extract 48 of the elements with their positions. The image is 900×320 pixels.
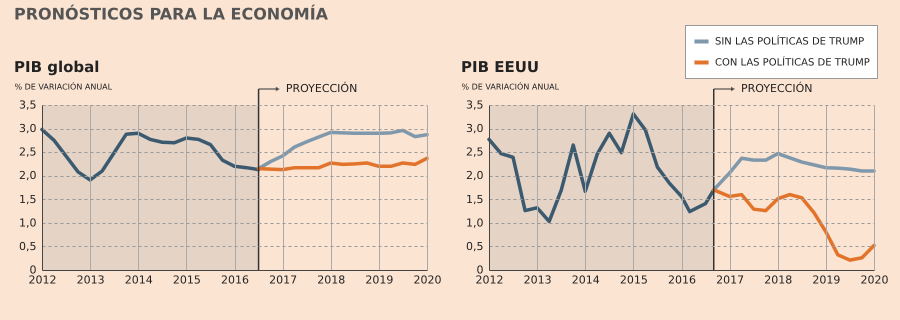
x-tick-label: 2017 <box>269 274 298 286</box>
y-tick-label: 3,0 <box>466 122 484 136</box>
line-series <box>40 128 260 182</box>
x-tick-label: 2017 <box>716 274 744 286</box>
y-tick-label: 0,5 <box>19 240 36 253</box>
y-tick-label: 3,5 <box>466 98 484 112</box>
y-tick-label: 1,0 <box>466 216 484 230</box>
x-tick-label: 2018 <box>764 274 792 286</box>
chart-title: PIB global <box>14 58 100 76</box>
y-tick-label: 2,5 <box>19 146 36 159</box>
x-tick-label: 2020 <box>860 274 888 286</box>
line-series <box>256 156 429 172</box>
y-tick-label: 2,0 <box>466 169 484 182</box>
y-tick-label: 1,5 <box>19 192 36 206</box>
y-tick-label: 2,0 <box>19 169 36 182</box>
y-tick-label: 3,0 <box>19 122 36 136</box>
y-tick-label: 2,5 <box>466 146 484 159</box>
x-tick-label: 2014 <box>572 274 600 286</box>
y-tick-label: 3,5 <box>19 98 36 112</box>
ref-line-label: PROYECCIÓN <box>740 81 812 95</box>
x-tick-label: 2019 <box>812 274 840 286</box>
y-axis-title: % DE VARIACIÓN ANUAL <box>462 82 560 92</box>
x-tick-label: 2013 <box>524 274 552 286</box>
y-tick-label: 1,0 <box>19 216 36 230</box>
text: PRONÓSTICOS PARA LA ECONOMÍA <box>14 4 329 24</box>
x-tick-label: 2014 <box>124 274 153 286</box>
y-axis-title: % DE VARIACIÓN ANUAL <box>14 82 113 92</box>
line-series <box>487 112 716 224</box>
ref-line-label: PROYECCIÓN <box>286 81 358 95</box>
x-tick-label: 2016 <box>221 274 249 286</box>
x-tick-label: 2016 <box>668 274 696 286</box>
y-tick-label: 1,5 <box>466 192 484 206</box>
x-tick-label: 2015 <box>620 274 648 286</box>
y-tick-label: 0 <box>476 264 484 276</box>
x-tick-label: 2020 <box>414 274 442 286</box>
line-series <box>712 188 876 262</box>
x-tick-label: 2013 <box>76 274 105 286</box>
x-tick-label: 2012 <box>28 274 56 286</box>
legend-label: SIN LAS POLÍTICAS DE TRUMP <box>715 34 864 48</box>
legend-label: CON LAS POLÍTICAS DE TRUMP <box>715 56 870 68</box>
x-tick-label: 2015 <box>172 274 201 286</box>
line-series <box>712 152 876 192</box>
x-tick-label: 2019 <box>365 274 394 286</box>
y-tick-label: 0 <box>30 264 36 276</box>
x-tick-label: 2018 <box>317 274 346 286</box>
chart-title: PIB EEUU <box>461 58 540 76</box>
y-tick-label: 0,5 <box>466 240 484 253</box>
x-tick-label: 2012 <box>476 274 504 286</box>
